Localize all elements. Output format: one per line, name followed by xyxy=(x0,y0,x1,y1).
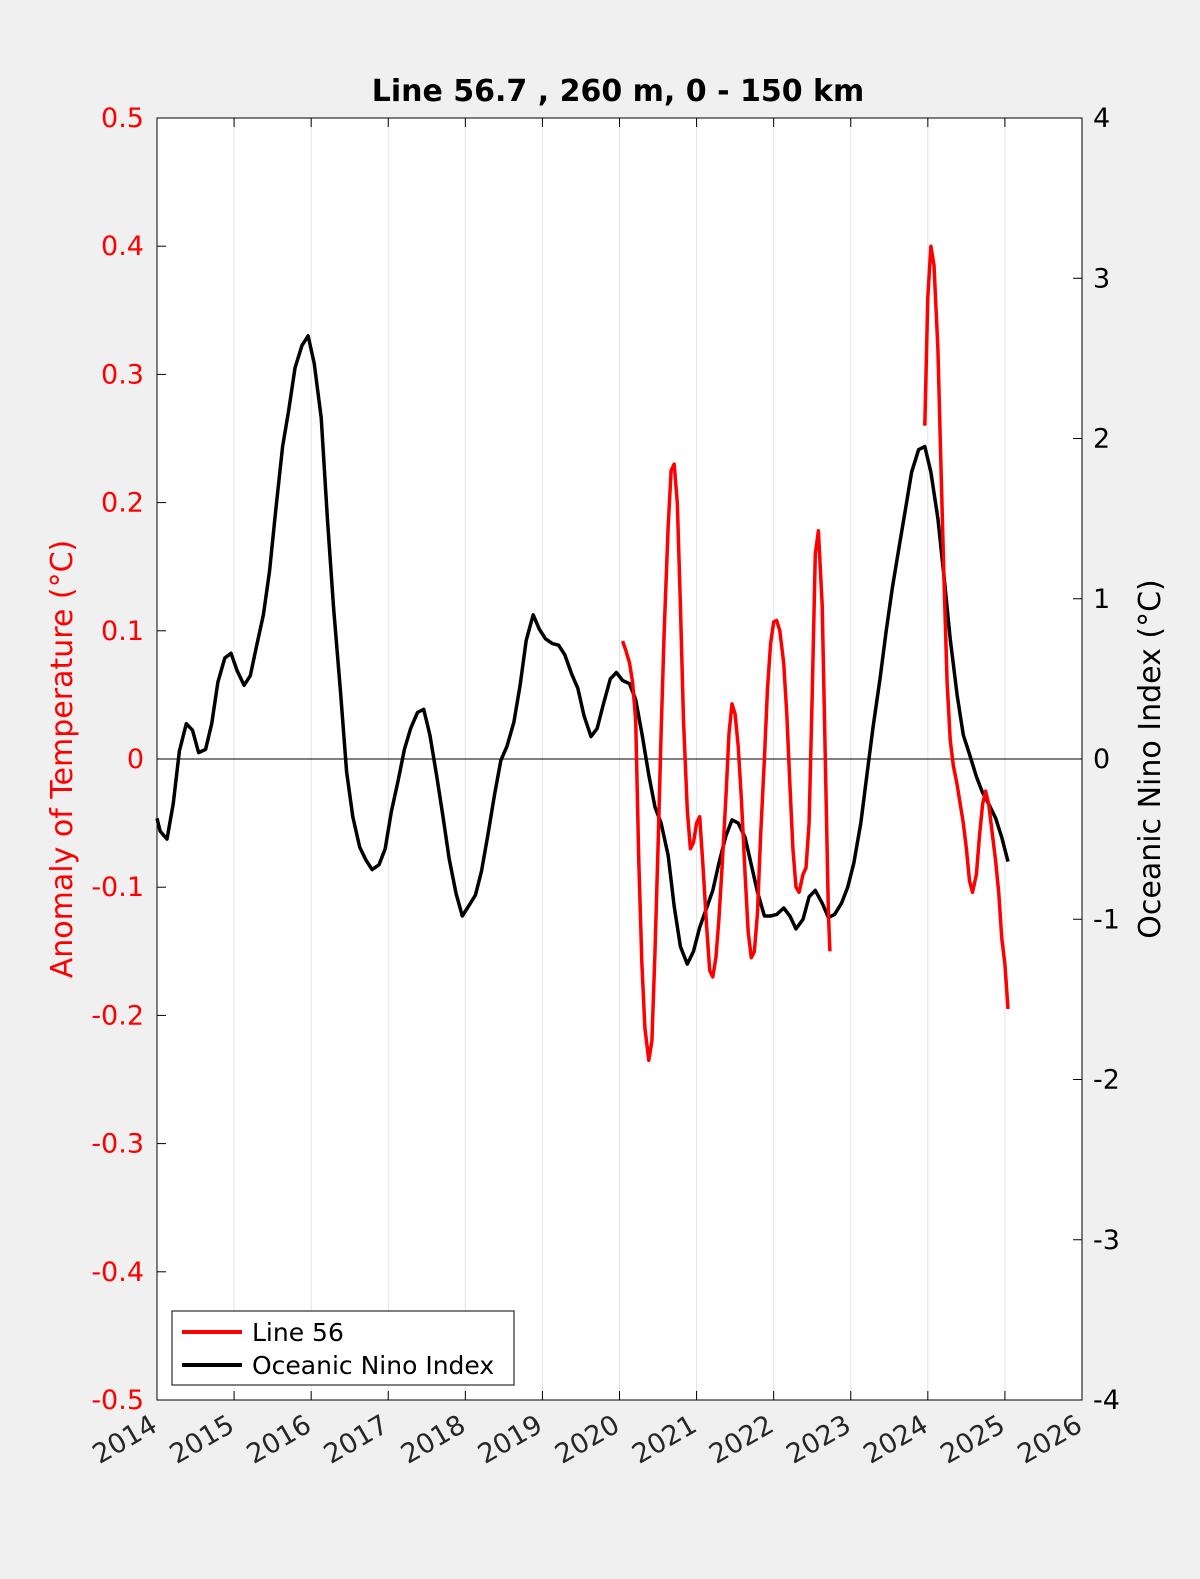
y-left-tick-label: 0 xyxy=(127,744,144,775)
y-left-tick-label: 0.4 xyxy=(101,231,144,262)
y-right-tick-label: -4 xyxy=(1093,1385,1120,1416)
legend-box xyxy=(171,1310,515,1386)
y-axis-label-right: Oceanic Nino Index (°C) xyxy=(1133,579,1168,939)
y-right-tick-label: 2 xyxy=(1093,424,1110,455)
y-left-tick-label: -0.4 xyxy=(91,1257,144,1288)
y-right-tick-label: 4 xyxy=(1093,103,1110,134)
legend: Line 56 Oceanic Nino Index xyxy=(171,1310,515,1386)
y-left-tick-label: -0.3 xyxy=(91,1129,144,1160)
y-right-tick-label: -3 xyxy=(1093,1225,1120,1256)
y-left-tick-label: 0.2 xyxy=(101,488,144,519)
legend-label-oni: Oceanic Nino Index xyxy=(252,1351,494,1380)
series-line-line56 xyxy=(923,244,1010,1010)
y-axis-label-left: Anomaly of Temperature (°C) xyxy=(45,540,80,979)
y-left-tick-label: 0.5 xyxy=(101,103,144,134)
series-line-oni xyxy=(155,334,1010,966)
y-right-tick-label: -2 xyxy=(1093,1065,1120,1096)
y-left-tick-label: 0.3 xyxy=(101,359,144,390)
axis-right: -4 -3 -2 -1 0 1 2 3 4 xyxy=(1073,103,1120,1416)
y-left-tick-label: 0.1 xyxy=(101,616,144,647)
y-right-tick-label: 0 xyxy=(1093,744,1110,775)
y-left-tick-label: -0.5 xyxy=(91,1385,144,1416)
chart-title: Line 56.7 , 260 m, 0 - 150 km xyxy=(372,74,865,109)
series-layer xyxy=(155,244,1010,1063)
y-left-tick-label: -0.1 xyxy=(91,872,144,903)
axis-left: -0.5 -0.4 -0.3 -0.2 -0.1 0 0.1 0.2 0.3 0.4 0.5 xyxy=(91,103,166,1416)
series-line-line56 xyxy=(620,462,832,1063)
y-right-tick-label: 1 xyxy=(1093,584,1110,615)
y-right-tick-label: -1 xyxy=(1093,904,1120,935)
y-right-tick-label: 3 xyxy=(1093,263,1110,294)
y-left-tick-label: -0.2 xyxy=(91,1000,144,1031)
legend-label-line56: Line 56 xyxy=(252,1318,344,1347)
